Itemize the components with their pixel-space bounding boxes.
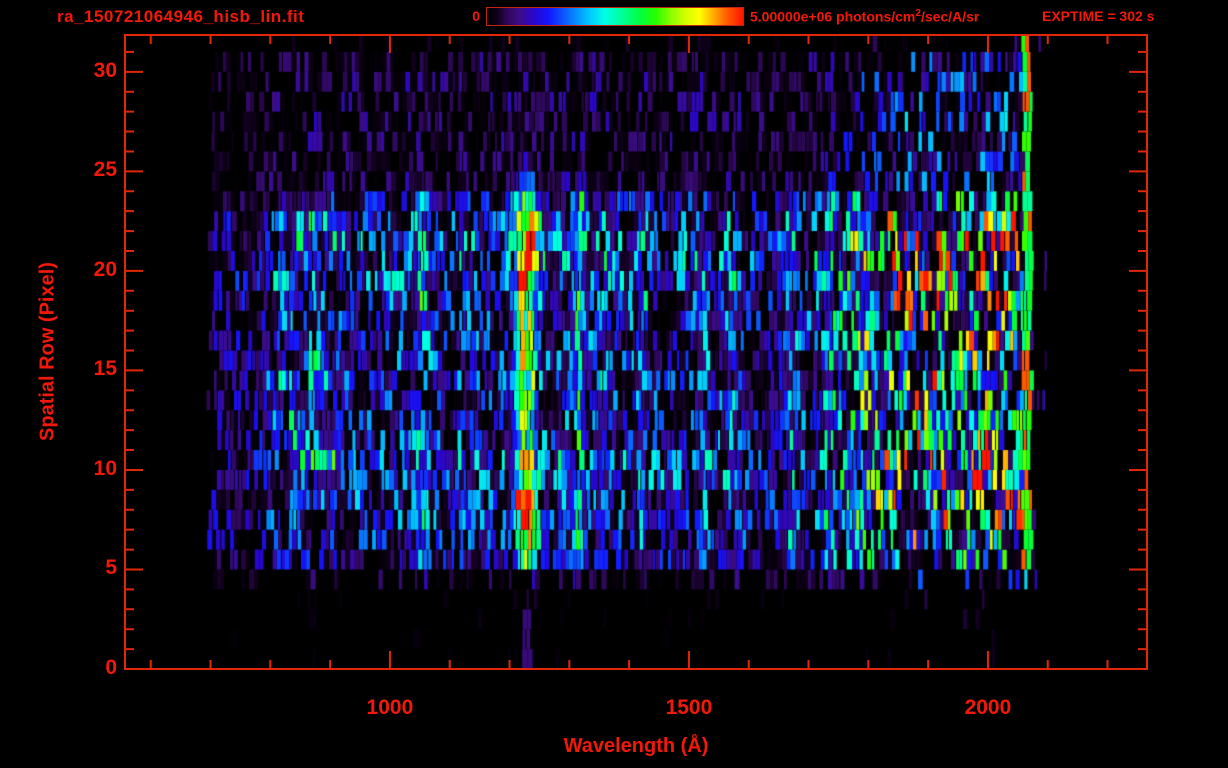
y-tick-label: 20 [93, 257, 117, 281]
y-axis-title: Spatial Row (Pixel) [36, 262, 59, 441]
y-tick-label: 10 [93, 456, 117, 480]
filename-title: ra_150721064946_hisb_lin.fit [57, 7, 305, 26]
colorbar-units-sup: 2 [915, 8, 921, 19]
colorbar-min-label: 0 [472, 8, 480, 24]
y-tick-label: 15 [93, 357, 117, 381]
y-tick-label: 5 [105, 556, 117, 580]
colorbar-max-units-label: 5.00000e+06 photons/cm2/sec/A/sr [750, 8, 979, 25]
x-axis-title: Wavelength (Å) [563, 735, 709, 757]
colorbar-units-suffix: /sec/A/sr [920, 8, 980, 25]
x-tick-label: 1500 [665, 696, 713, 719]
colorbar-max-label: 5.00000e+06 [750, 8, 833, 25]
spectral-heatmap-image [125, 35, 1147, 669]
exptime-label: EXPTIME = 302 s [1042, 8, 1155, 24]
y-tick-label: 0 [105, 656, 117, 679]
x-tick-label: 2000 [964, 696, 1012, 719]
y-tick-label: 25 [93, 158, 117, 182]
colorbar [486, 7, 744, 26]
y-tick-label: 30 [93, 58, 117, 82]
x-tick-label: 1000 [366, 696, 414, 719]
colorbar-units-prefix: photons/cm [836, 8, 916, 25]
